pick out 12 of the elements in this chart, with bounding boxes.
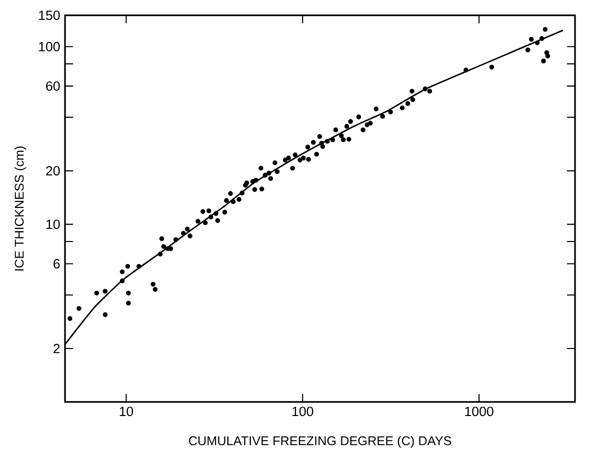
y-tick-label: 100	[39, 42, 60, 52]
x-tick-label: 1000	[465, 406, 494, 416]
x-tick-label: 10	[120, 406, 134, 416]
y-axis-title: ICE THICKNESS (cm)	[14, 146, 26, 270]
y-tick-label: 20	[46, 166, 60, 176]
y-tick-label: 2	[54, 344, 60, 354]
x-tick-label: 100	[292, 406, 314, 416]
y-tick-label: 10	[46, 220, 60, 230]
y-tick-label: 150	[39, 10, 60, 20]
x-axis-title: CUMULATIVE FREEZING DEGREE (C) DAYS	[188, 436, 452, 448]
y-tick-label: 6	[54, 259, 60, 268]
y-tick-label: 60	[46, 81, 60, 91]
